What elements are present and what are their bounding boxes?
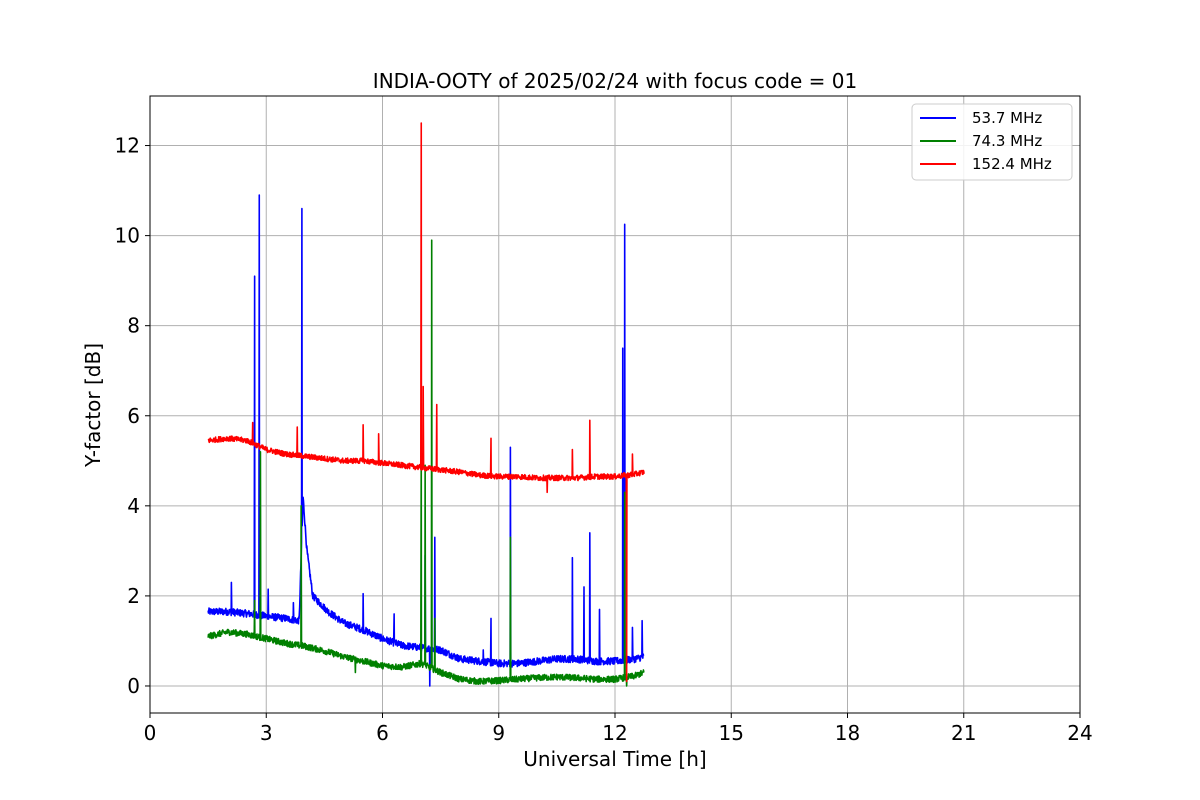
x-tick-label: 0 [144,721,157,745]
legend: 53.7 MHz 74.3 MHz 152.4 MHz [911,103,1073,181]
x-axis-label: Universal Time [h] [523,747,706,771]
x-tick-label: 15 [719,721,744,745]
y-axis-label: Y-factor [dB] [81,343,105,468]
x-tick-label: 9 [492,721,505,745]
series-group [207,122,645,687]
legend-label-1: 74.3 MHz [972,132,1042,150]
x-tick-label: 12 [602,721,627,745]
x-tick-label: 18 [835,721,860,745]
legend-label-2: 152.4 MHz [972,155,1052,173]
y-axis: 0 2 4 6 8 10 12 [115,134,150,698]
y-tick-label: 8 [127,314,140,338]
y-tick-label: 10 [115,224,140,248]
x-tick-label: 6 [376,721,389,745]
x-tick-label: 24 [1067,721,1092,745]
y-tick-label: 0 [127,674,140,698]
y-tick-label: 6 [127,404,140,428]
series-line-2 [207,122,645,683]
x-tick-label: 21 [951,721,976,745]
legend-label-0: 53.7 MHz [972,109,1042,127]
y-tick-label: 2 [127,584,140,608]
x-axis: 0 3 6 9 12 15 18 21 24 [144,713,1093,745]
series-line-1 [207,239,645,687]
legend-box [911,103,1073,181]
chart-title: INDIA-OOTY of 2025/02/24 with focus code… [373,69,857,93]
y-tick-label: 4 [127,494,140,518]
x-tick-label: 3 [260,721,273,745]
y-tick-label: 12 [115,134,140,158]
